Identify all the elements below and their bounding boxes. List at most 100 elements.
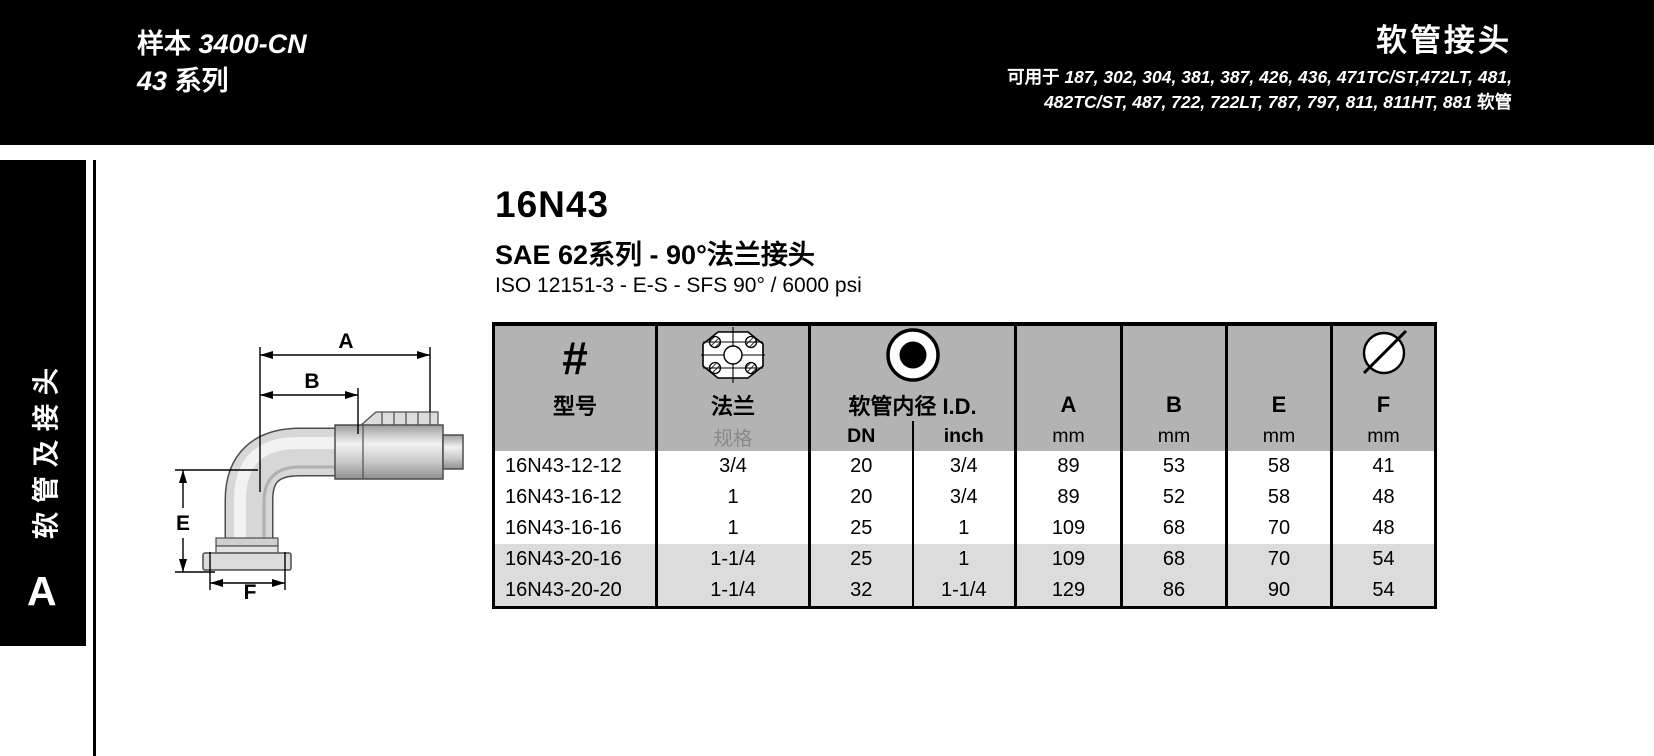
unit-f: mm: [1331, 421, 1436, 451]
technical-drawing: A B E F: [175, 330, 464, 600]
dn-cell: 32: [809, 575, 914, 608]
flange-cell: 1-1/4: [656, 575, 811, 608]
table-row: 16N43-16-16 1 25 1 109 68 70 48: [493, 513, 1436, 544]
dim-b-cell: 86: [1121, 575, 1228, 608]
dim-b-cell: 52: [1121, 482, 1228, 513]
flange-cell: 1: [656, 482, 811, 513]
inch-cell: 3/4: [912, 451, 1017, 482]
dim-label-b: B: [304, 370, 319, 393]
dim-label-e: E: [176, 512, 190, 535]
table-subheader-row: 规格 DN inch mm mm mm mm: [493, 421, 1436, 451]
dim-e-cell: 58: [1226, 451, 1333, 482]
spec-table: #: [492, 322, 1437, 609]
section-info: 软管接头 可用于 187, 302, 304, 381, 387, 426, 4…: [1007, 22, 1512, 115]
section-title: 软管接头: [1376, 23, 1512, 58]
compat-numbers-1: 187, 302, 304, 381, 387, 426, 436, 471TC…: [1064, 67, 1512, 87]
dim-f-cell: 41: [1331, 451, 1436, 482]
compat-suffix: 软管: [1477, 92, 1512, 112]
inch-cell: 1: [912, 513, 1017, 544]
sidebar-rule: [93, 160, 96, 756]
hose-id-header: 软管内径 I.D.: [809, 389, 1017, 421]
series-line: 43 系列: [137, 63, 307, 100]
model-cell: 16N43-16-12: [493, 482, 658, 513]
flange-icon-cell: [656, 324, 811, 389]
table-row: 16N43-20-16 1-1/4 25 1 109 68 70 54: [493, 544, 1436, 575]
product-subtitle: SAE 62系列 - 90°法兰接头: [495, 240, 815, 270]
table-row: 16N43-16-12 1 20 3/4 89 52 58 48: [493, 482, 1436, 513]
page-header: 样本 3400-CN 43 系列 软管接头 可用于 187, 302, 304,…: [0, 0, 1654, 145]
dn-cell: 25: [809, 513, 914, 544]
dim-b-cell: 53: [1121, 451, 1228, 482]
sidebar-section-letter: A: [27, 568, 57, 614]
part-number-icon: #: [562, 331, 588, 384]
dim-e-cell: 90: [1226, 575, 1333, 608]
unit-b: mm: [1121, 421, 1228, 451]
model-cell: 16N43-12-12: [493, 451, 658, 482]
flange-cell: 1: [656, 513, 811, 544]
flange-icon: [701, 327, 765, 383]
sidebar-band: [0, 160, 86, 646]
dim-b-cell: 68: [1121, 513, 1228, 544]
inch-subheader: inch: [912, 421, 1017, 451]
compat-hoses: 可用于 187, 302, 304, 381, 387, 426, 436, 4…: [1007, 65, 1512, 115]
dimension-e: [175, 469, 258, 573]
model-cell: 16N43-20-20: [493, 575, 658, 608]
flange-cell: 3/4: [656, 451, 811, 482]
model-cell: 16N43-16-16: [493, 513, 658, 544]
col-f-header: F: [1331, 389, 1436, 421]
dn-cell: 20: [809, 451, 914, 482]
col-b-header: B: [1121, 389, 1228, 421]
hose-id-icon: [885, 328, 940, 382]
flange-header: 法兰: [656, 389, 811, 421]
sidebar-vertical-label: 软管及接头: [31, 359, 62, 539]
dim-e-cell: 58: [1226, 482, 1333, 513]
dim-b-icon-cell: [1121, 324, 1228, 389]
dim-e-cell: 70: [1226, 513, 1333, 544]
compat-line-2: 482TC/ST, 487, 722, 722LT, 787, 797, 811…: [1007, 90, 1512, 115]
dimension-b: [260, 388, 359, 434]
model-header: 型号: [493, 389, 658, 421]
dim-a-cell: 89: [1015, 451, 1123, 482]
part-number: 16N43: [495, 184, 610, 225]
fitting-socket: [334, 411, 464, 480]
model-cell: 16N43-20-16: [493, 544, 658, 575]
dim-f-cell: 54: [1331, 544, 1436, 575]
dim-a-cell: 129: [1015, 575, 1123, 608]
table-label-row: 型号 法兰 软管内径 I.D. A B E F: [493, 389, 1436, 421]
diameter-icon: [1362, 329, 1407, 375]
dimension-f: [209, 552, 286, 590]
inch-cell: 3/4: [912, 482, 1017, 513]
dim-f-cell: 48: [1331, 513, 1436, 544]
catalog-info: 样本 3400-CN 43 系列: [137, 26, 307, 100]
dim-f-cell: 54: [1331, 575, 1436, 608]
dim-f-icon-cell: [1331, 324, 1436, 389]
dim-a-cell: 89: [1015, 482, 1123, 513]
col-a-header: A: [1015, 389, 1123, 421]
product-standard: ISO 12151-3 - E-S - SFS 90° / 6000 psi: [495, 274, 862, 297]
dim-b-cell: 68: [1121, 544, 1228, 575]
dim-e-cell: 70: [1226, 544, 1333, 575]
dim-e-icon-cell: [1226, 324, 1333, 389]
table-row: 16N43-12-12 3/4 20 3/4 89 53 58 41: [493, 451, 1436, 482]
table-row: 16N43-20-20 1-1/4 32 1-1/4 129 86 90 54: [493, 575, 1436, 608]
catalog-prefix: 样本: [137, 29, 191, 59]
flange-size-subheader: 规格: [656, 421, 811, 451]
dim-f-cell: 48: [1331, 482, 1436, 513]
dim-a-icon-cell: [1015, 324, 1123, 389]
flange-cell: 1-1/4: [656, 544, 811, 575]
fitting-flange: [202, 537, 292, 571]
dim-a-cell: 109: [1015, 513, 1123, 544]
catalog-line: 样本 3400-CN: [137, 26, 307, 63]
series-suffix: 系列: [174, 66, 229, 96]
unit-e: mm: [1226, 421, 1333, 451]
catalog-code: 3400-CN: [198, 29, 307, 59]
unit-a: mm: [1015, 421, 1123, 451]
inch-cell: 1: [912, 544, 1017, 575]
compat-numbers-2: 482TC/ST, 487, 722, 722LT, 787, 797, 811…: [1044, 92, 1473, 112]
model-icon-cell: #: [493, 324, 658, 389]
compat-prefix: 可用于: [1007, 67, 1060, 87]
dn-cell: 20: [809, 482, 914, 513]
fitting-elbow: [224, 427, 342, 552]
dn-subheader: DN: [809, 421, 914, 451]
dim-label-a: A: [338, 330, 353, 353]
